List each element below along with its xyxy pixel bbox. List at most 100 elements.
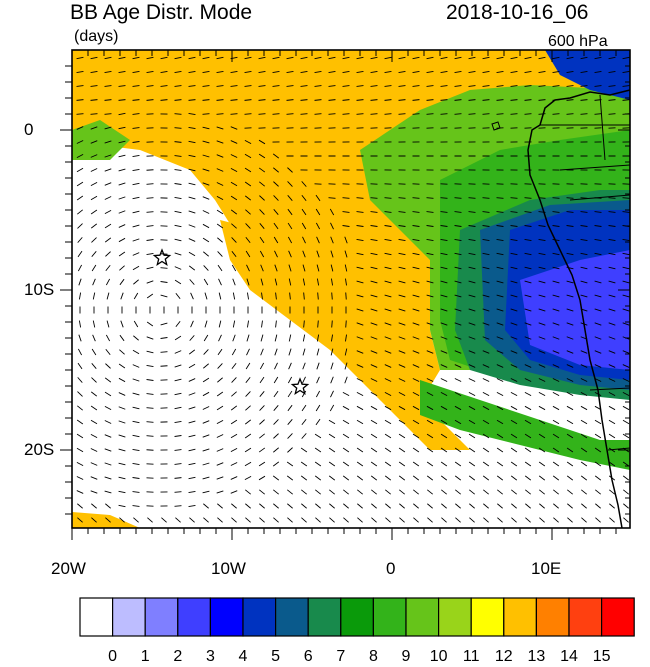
wind-barb	[426, 294, 434, 298]
wind-barb	[524, 364, 532, 368]
wind-barb	[496, 475, 504, 481]
wind-barb	[454, 294, 462, 298]
wind-barb	[174, 421, 182, 423]
wind-barb	[315, 390, 321, 398]
colorbar-swatch	[111, 597, 146, 637]
wind-barb	[482, 225, 490, 227]
wind-barb	[398, 433, 406, 439]
wind-barb	[76, 195, 84, 201]
wind-barb	[258, 56, 266, 60]
wind-barb	[524, 461, 532, 467]
wind-barb	[190, 292, 194, 300]
wind-barb	[133, 292, 139, 300]
wind-barb	[384, 70, 392, 74]
wind-barb	[552, 294, 560, 298]
wind-barb	[328, 70, 336, 74]
wind-barb	[398, 70, 406, 74]
wind-barb	[553, 503, 559, 509]
wind-barb	[301, 208, 307, 216]
wind-barb	[77, 362, 83, 370]
wind-barb	[482, 405, 490, 411]
wind-barb	[370, 238, 378, 242]
wind-barb	[608, 336, 616, 340]
wind-barb	[230, 476, 238, 480]
wind-barb	[203, 363, 209, 369]
wind-barb	[426, 322, 434, 326]
wind-barb	[146, 56, 154, 60]
wind-barb	[78, 320, 82, 328]
wind-barb	[216, 85, 224, 87]
wind-barb	[274, 278, 278, 286]
wind-barb	[580, 378, 588, 382]
wind-barb	[287, 376, 293, 384]
wind-barb	[188, 56, 196, 60]
wind-barb	[580, 113, 588, 115]
wind-barb	[342, 197, 350, 199]
colorbar-label: 11	[462, 648, 480, 665]
wind-barb	[482, 266, 490, 270]
wind-barb	[104, 448, 112, 452]
wind-barb	[328, 433, 336, 439]
wind-barb	[216, 70, 224, 74]
wind-barb	[286, 85, 294, 87]
wind-barb	[412, 364, 420, 368]
wind-barb	[510, 475, 518, 481]
wind-barb	[426, 461, 434, 467]
wind-barb	[316, 264, 320, 272]
wind-barb	[580, 56, 588, 60]
wind-barb	[244, 167, 252, 173]
wind-barb	[622, 461, 630, 467]
wind-barb	[328, 447, 336, 453]
wind-barb	[399, 503, 405, 509]
wind-barb	[608, 252, 616, 256]
wind-barb	[566, 419, 574, 425]
wind-barb	[188, 504, 196, 508]
wind-barb	[259, 419, 265, 425]
wind-barb	[454, 364, 462, 368]
wind-barb	[524, 266, 532, 270]
wind-barb	[244, 419, 252, 425]
wind-barb	[273, 376, 279, 384]
wind-barb	[342, 447, 350, 453]
wind-barb	[76, 433, 84, 439]
wind-barb	[412, 391, 420, 397]
wind-barb	[259, 376, 265, 384]
wind-barb	[132, 224, 140, 228]
wind-barb	[566, 461, 574, 467]
wind-barb	[202, 406, 210, 410]
wind-barb	[552, 266, 560, 270]
wind-barb	[412, 225, 420, 227]
wind-barb	[608, 391, 616, 397]
wind-barb	[330, 362, 334, 370]
wind-barb	[174, 113, 182, 115]
wind-barb	[580, 433, 588, 439]
wind-barb	[302, 250, 306, 258]
wind-barb	[622, 419, 630, 425]
wind-barb	[524, 70, 532, 74]
wind-barb	[104, 405, 112, 411]
wind-barb	[133, 279, 139, 285]
wind-barb	[398, 197, 406, 199]
wind-barb	[90, 433, 98, 439]
wind-barb	[454, 308, 462, 312]
wind-barb	[316, 348, 320, 356]
wind-barb	[441, 503, 447, 509]
wind-barb	[300, 475, 308, 481]
wind-barb	[76, 140, 84, 144]
wind-barb	[538, 405, 546, 411]
wind-barb	[496, 113, 504, 115]
wind-barb	[216, 462, 224, 466]
wind-barb	[174, 85, 182, 87]
wind-barb	[175, 292, 181, 300]
wind-barb	[259, 195, 265, 201]
wind-barb	[496, 85, 504, 87]
wind-barb	[594, 266, 602, 270]
wind-barb	[328, 56, 336, 60]
wind-barb	[510, 252, 518, 256]
wind-barb	[232, 334, 236, 342]
wind-barb	[566, 70, 574, 74]
wind-barb	[412, 99, 420, 101]
wind-barb	[384, 99, 392, 101]
wind-barb	[104, 209, 112, 215]
wind-barb	[552, 211, 560, 213]
